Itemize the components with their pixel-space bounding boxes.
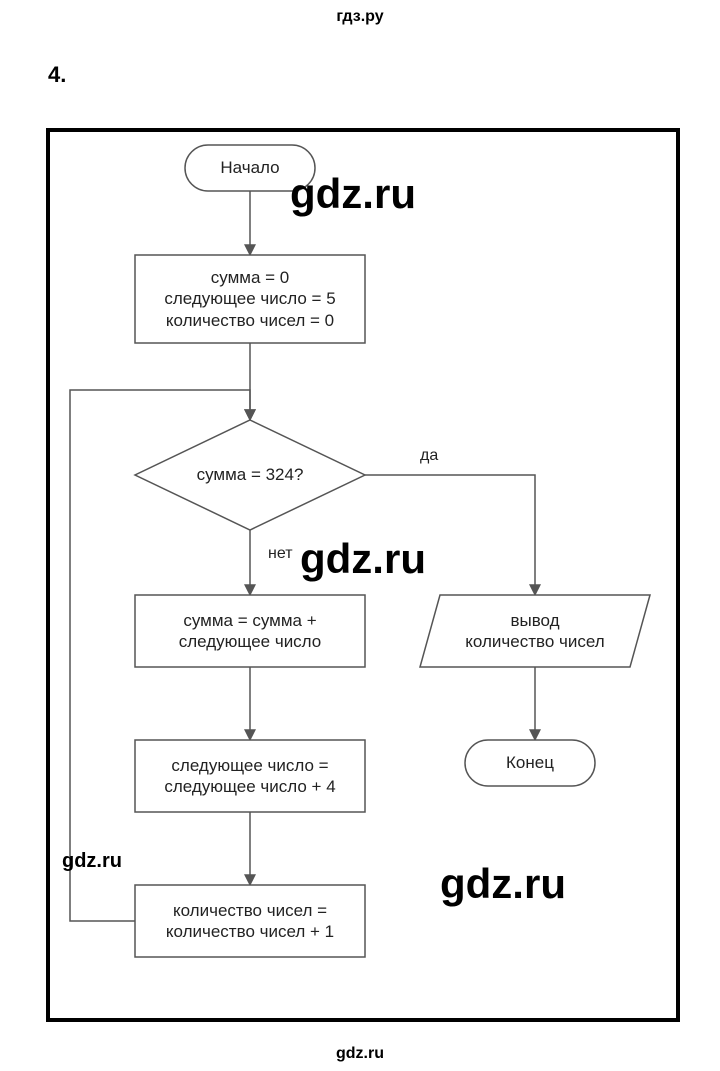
node-label: количество чисел =количество чисел + 1 [135, 885, 365, 957]
watermark: gdz.ru [62, 850, 122, 873]
node-label: Конец [465, 740, 595, 786]
watermark: gdz.ru [300, 535, 426, 583]
node-label: сумма = сумма +следующее число [135, 595, 365, 667]
node-label: выводколичество чисел [420, 595, 650, 667]
svg-text:да: да [420, 447, 438, 464]
node-label: сумма = 0следующее число = 5количество ч… [135, 255, 365, 343]
svg-text:нет: нет [268, 545, 293, 562]
node-label: следующее число =следующее число + 4 [135, 740, 365, 812]
watermark: gdz.ru [440, 860, 566, 908]
watermark: gdz.ru [290, 170, 416, 218]
page-footer: gdz.ru [0, 1045, 720, 1063]
node-label: сумма = 324? [135, 420, 365, 530]
